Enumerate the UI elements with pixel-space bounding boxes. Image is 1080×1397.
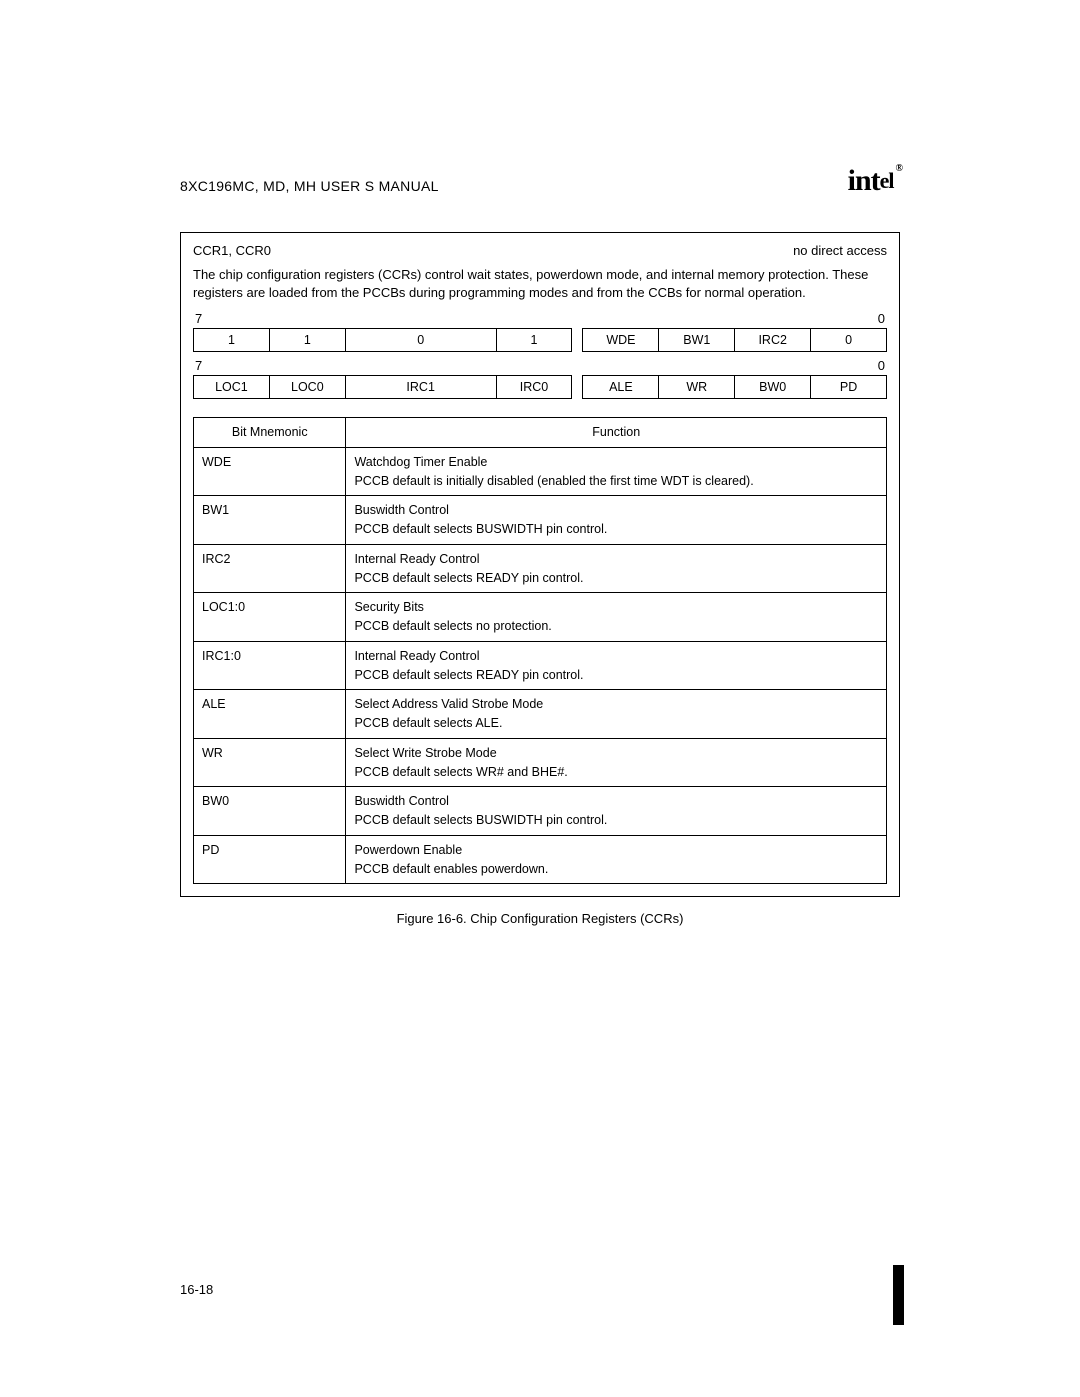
mnemonic-cell: BW1 — [194, 496, 346, 545]
document-title: 8XC196MC, MD, MH USER S MANUAL — [180, 178, 439, 194]
table-row: WRSelect Write Strobe ModePCCB default s… — [194, 738, 887, 787]
mnemonic-cell: WR — [194, 738, 346, 787]
table-row: PDPowerdown EnablePCCB default enables p… — [194, 835, 887, 884]
bit-cell: IRC2 — [735, 328, 811, 352]
bit-cell: 1 — [270, 328, 346, 352]
function-cell: Internal Ready ControlPCCB default selec… — [346, 544, 887, 593]
register-box: CCR1, CCR0 no direct access The chip con… — [180, 232, 900, 897]
table-row: LOC1:0Security BitsPCCB default selects … — [194, 593, 887, 642]
side-marker-icon — [893, 1265, 904, 1325]
mnemonic-cell: LOC1:0 — [194, 593, 346, 642]
header-function: Function — [346, 418, 887, 448]
function-cell: Powerdown EnablePCCB default enables pow… — [346, 835, 887, 884]
bit-cell: WDE — [582, 328, 659, 352]
page-number: 16-18 — [180, 1282, 213, 1297]
function-cell: Watchdog Timer EnablePCCB default is ini… — [346, 447, 887, 496]
page-container: 8XC196MC, MD, MH USER S MANUAL intel® CC… — [0, 0, 1080, 1397]
logo-sub: el — [880, 168, 894, 193]
bit-row-1: 1 1 0 1 WDE BW1 IRC2 0 — [193, 328, 887, 352]
bit-cell: BW1 — [659, 328, 735, 352]
bit-row-2: LOC1 LOC0 IRC1 IRC0 ALE WR BW0 PD — [193, 375, 887, 399]
page-header: 8XC196MC, MD, MH USER S MANUAL intel® — [180, 160, 900, 194]
table-row: IRC2Internal Ready ControlPCCB default s… — [194, 544, 887, 593]
bit-cell: ALE — [582, 375, 659, 399]
bit-cell: 1 — [497, 328, 573, 352]
logo-registered: ® — [896, 163, 902, 174]
table-row: IRC1:0Internal Ready ControlPCCB default… — [194, 641, 887, 690]
mnemonic-cell: PD — [194, 835, 346, 884]
intel-logo: intel® — [848, 164, 900, 198]
function-table: Bit Mnemonic Function WDEWatchdog Timer … — [193, 417, 887, 884]
register-description: The chip configuration registers (CCRs) … — [193, 266, 887, 301]
function-cell: Buswidth ControlPCCB default selects BUS… — [346, 787, 887, 836]
mnemonic-cell: BW0 — [194, 787, 346, 836]
header-mnemonic: Bit Mnemonic — [194, 418, 346, 448]
bit-cell: LOC1 — [193, 375, 270, 399]
table-row: BW0Buswidth ControlPCCB default selects … — [194, 787, 887, 836]
bit-cell: WR — [659, 375, 735, 399]
mnemonic-cell: WDE — [194, 447, 346, 496]
figure-caption: Figure 16-6. Chip Configuration Register… — [180, 911, 900, 926]
logo-main: int — [848, 164, 880, 197]
bit-high-label: 7 — [195, 311, 202, 326]
mnemonic-cell: ALE — [194, 690, 346, 739]
bit-range-row1: 7 0 — [193, 311, 887, 326]
register-name: CCR1, CCR0 — [193, 243, 271, 258]
bit-cell: IRC1 — [346, 375, 497, 399]
function-cell: Security BitsPCCB default selects no pro… — [346, 593, 887, 642]
function-cell: Select Write Strobe ModePCCB default sel… — [346, 738, 887, 787]
table-row: WDEWatchdog Timer EnablePCCB default is … — [194, 447, 887, 496]
mnemonic-cell: IRC2 — [194, 544, 346, 593]
table-header-row: Bit Mnemonic Function — [194, 418, 887, 448]
bit-low-label: 0 — [878, 311, 885, 326]
bit-gap — [572, 375, 582, 399]
register-access: no direct access — [793, 243, 887, 258]
bit-range-row2: 7 0 — [193, 358, 887, 373]
bit-gap — [572, 328, 582, 352]
register-header-row: CCR1, CCR0 no direct access — [193, 243, 887, 258]
bit-low-label: 0 — [878, 358, 885, 373]
function-cell: Buswidth ControlPCCB default selects BUS… — [346, 496, 887, 545]
bit-cell: IRC0 — [497, 375, 573, 399]
bit-cell: 1 — [193, 328, 270, 352]
bit-cell: LOC0 — [270, 375, 346, 399]
table-row: ALESelect Address Valid Strobe ModePCCB … — [194, 690, 887, 739]
function-cell: Select Address Valid Strobe ModePCCB def… — [346, 690, 887, 739]
function-cell: Internal Ready ControlPCCB default selec… — [346, 641, 887, 690]
mnemonic-cell: IRC1:0 — [194, 641, 346, 690]
bit-high-label: 7 — [195, 358, 202, 373]
bit-cell: PD — [811, 375, 887, 399]
table-row: BW1Buswidth ControlPCCB default selects … — [194, 496, 887, 545]
bit-cell: BW0 — [735, 375, 811, 399]
bit-cell: 0 — [811, 328, 887, 352]
bit-cell: 0 — [346, 328, 497, 352]
